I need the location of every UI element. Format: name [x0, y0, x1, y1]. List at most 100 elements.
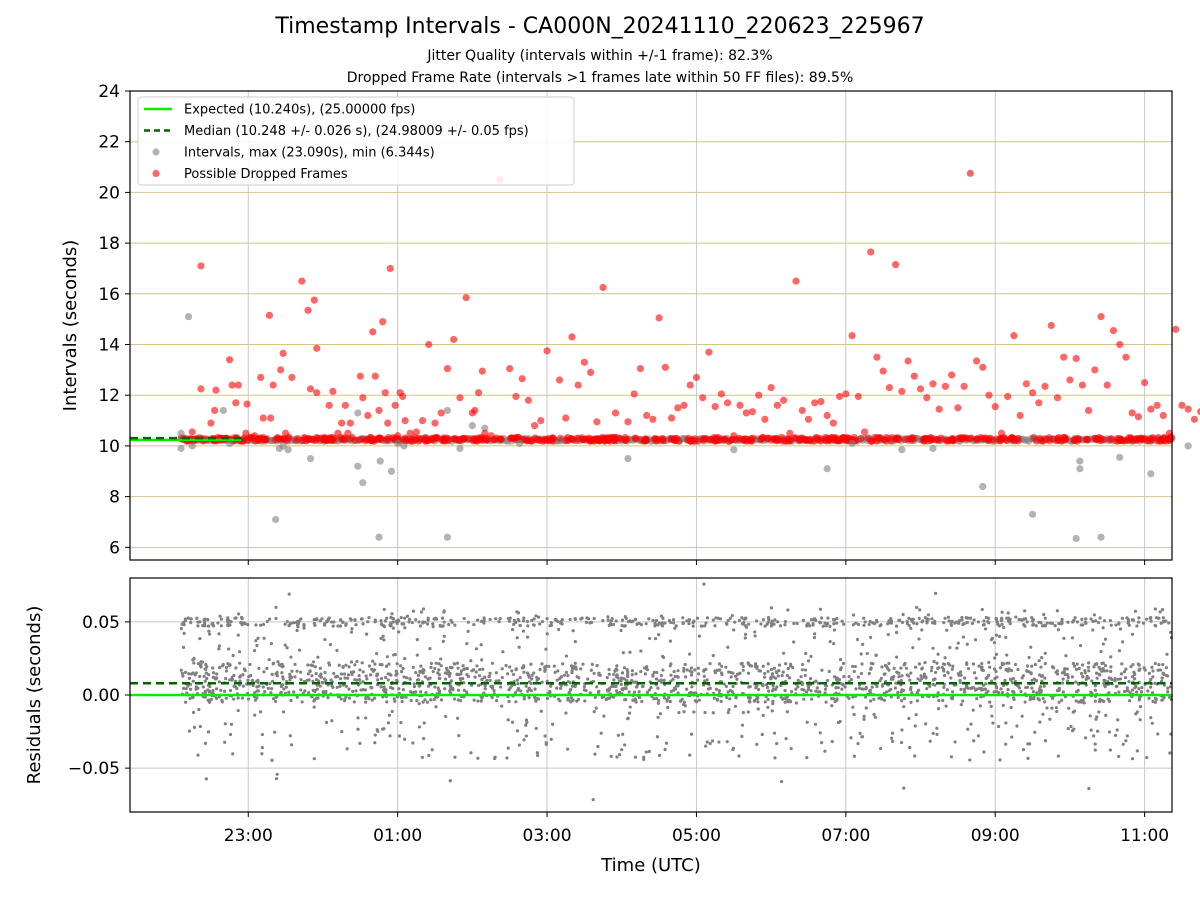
residual-point	[326, 617, 330, 621]
residual-point	[415, 653, 419, 657]
residual-point	[569, 700, 573, 704]
residual-point	[370, 667, 374, 671]
residual-point	[279, 690, 283, 694]
residual-point	[456, 688, 461, 692]
residual-point	[882, 698, 886, 702]
residual-point	[251, 683, 255, 688]
residual-point	[982, 619, 986, 623]
residual-point	[1129, 665, 1133, 669]
residual-point	[1093, 662, 1097, 667]
residual-point	[1161, 671, 1165, 675]
dropped-frame-point	[1156, 437, 1164, 445]
residual-point	[794, 701, 799, 705]
residual-point	[1056, 628, 1061, 632]
dropped-frame-point	[814, 435, 822, 443]
residual-point	[240, 696, 245, 700]
residual-point	[886, 633, 890, 637]
residual-point	[382, 607, 386, 612]
residual-point	[1134, 685, 1138, 689]
residual-point	[824, 684, 828, 688]
residual-point	[1013, 662, 1018, 667]
residual-point	[849, 678, 853, 682]
residual-point	[696, 678, 700, 682]
dropped-frame-point	[197, 262, 205, 270]
residual-point	[524, 684, 528, 688]
residual-point	[287, 592, 291, 596]
residual-point	[606, 615, 610, 619]
residual-point	[211, 666, 215, 670]
residual-point	[206, 688, 210, 692]
residual-point	[1017, 617, 1021, 622]
residual-point	[731, 684, 735, 689]
intervals-ytick-label: 16	[98, 285, 120, 305]
interval-point	[1147, 470, 1155, 478]
residual-point	[824, 624, 828, 628]
residual-point	[909, 626, 913, 630]
residual-point	[494, 679, 498, 683]
residual-point	[204, 667, 208, 671]
dropped-frame-point	[651, 435, 659, 443]
residual-point	[253, 713, 257, 717]
residual-point	[832, 622, 836, 626]
residual-point	[403, 737, 407, 741]
residual-point	[945, 688, 949, 692]
residual-point	[586, 677, 590, 681]
residual-point	[1135, 624, 1139, 628]
residual-point	[728, 616, 732, 620]
residual-point	[924, 722, 928, 726]
residual-point	[955, 646, 959, 650]
dropped-frame-point	[1053, 394, 1062, 402]
residual-point	[886, 622, 890, 626]
residual-point	[274, 616, 278, 621]
residual-point	[875, 684, 879, 689]
residual-point	[712, 696, 716, 700]
residual-point	[187, 676, 192, 680]
residual-point	[1028, 697, 1032, 702]
residual-point	[626, 716, 630, 721]
dropped-frame-point	[240, 437, 248, 445]
residual-point	[340, 730, 344, 734]
residual-point	[740, 734, 744, 738]
residual-point	[997, 624, 1002, 628]
residual-point	[711, 711, 715, 715]
dropped-frame-point	[564, 433, 572, 442]
residual-point	[474, 670, 478, 674]
residual-point	[1055, 709, 1059, 714]
interval-point	[443, 406, 452, 415]
residual-point	[773, 676, 778, 680]
dropped-frame-point	[786, 429, 794, 437]
residual-point	[1066, 673, 1070, 677]
residual-point	[671, 677, 675, 681]
residual-point	[936, 652, 940, 656]
dropped-frame-point	[954, 404, 962, 412]
intervals-ytick-label: 24	[98, 82, 120, 102]
residuals-axes-frame	[129, 577, 1173, 813]
residual-point	[354, 623, 358, 627]
residual-point	[1160, 676, 1164, 680]
residual-point	[993, 677, 997, 681]
residual-point	[179, 668, 183, 672]
residual-point	[1065, 667, 1069, 671]
residual-point	[628, 650, 632, 654]
residual-point	[246, 678, 250, 682]
residual-point	[296, 623, 300, 627]
residual-point	[558, 699, 562, 703]
residual-point	[931, 731, 935, 736]
residual-point	[300, 700, 304, 704]
residual-point	[791, 665, 795, 670]
residual-point	[398, 664, 403, 668]
residual-point	[573, 684, 577, 689]
residual-point	[654, 677, 659, 681]
residual-point	[297, 648, 302, 652]
dropped-frame-point	[376, 434, 384, 442]
dropped-frame-point	[334, 429, 342, 437]
dropped-frame-point	[304, 306, 312, 314]
residual-point	[187, 672, 191, 676]
residual-point	[387, 662, 391, 666]
residual-point	[593, 695, 597, 700]
residual-point	[894, 681, 898, 685]
dropped-frame-point	[680, 401, 688, 409]
residual-point	[527, 696, 531, 700]
residual-point	[755, 619, 759, 623]
residual-point	[689, 666, 694, 670]
